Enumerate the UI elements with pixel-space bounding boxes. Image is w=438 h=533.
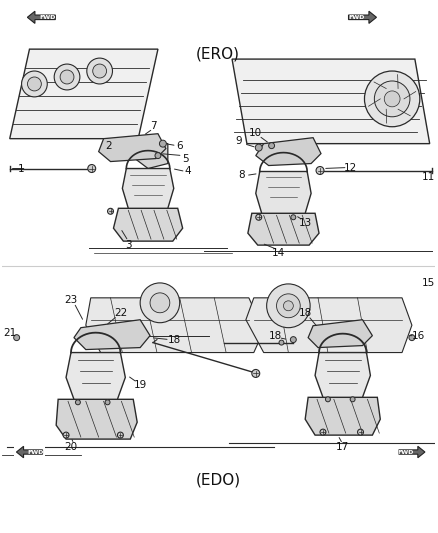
Polygon shape [99, 134, 166, 161]
Circle shape [320, 429, 326, 435]
Text: 11: 11 [422, 173, 435, 182]
Circle shape [384, 91, 400, 107]
Text: 18: 18 [299, 308, 312, 318]
Text: 2: 2 [105, 141, 112, 151]
Text: 1: 1 [18, 164, 25, 174]
Circle shape [75, 400, 81, 405]
Polygon shape [74, 320, 150, 350]
Text: 6: 6 [177, 141, 183, 151]
Circle shape [63, 432, 69, 438]
Circle shape [276, 294, 300, 318]
Circle shape [290, 337, 296, 343]
Text: 3: 3 [125, 240, 131, 250]
Polygon shape [349, 11, 377, 23]
Text: 14: 14 [272, 248, 285, 258]
Circle shape [267, 284, 310, 328]
Polygon shape [315, 352, 371, 397]
Text: 21: 21 [3, 328, 16, 337]
Circle shape [14, 335, 20, 341]
Circle shape [108, 208, 113, 214]
Polygon shape [399, 446, 425, 458]
Text: 20: 20 [64, 442, 78, 452]
Polygon shape [246, 298, 412, 352]
Circle shape [409, 335, 415, 341]
Polygon shape [113, 208, 183, 241]
Polygon shape [256, 172, 311, 213]
Text: 18: 18 [168, 335, 181, 345]
Circle shape [291, 215, 296, 220]
Bar [397, 445, 427, 459]
Circle shape [159, 140, 166, 147]
Circle shape [357, 429, 364, 435]
Polygon shape [305, 397, 380, 435]
Polygon shape [66, 352, 125, 399]
Circle shape [279, 340, 284, 345]
Text: 15: 15 [422, 278, 435, 288]
Circle shape [117, 432, 124, 438]
Text: 10: 10 [249, 128, 262, 138]
Circle shape [88, 165, 95, 173]
Circle shape [105, 400, 110, 405]
Circle shape [255, 144, 262, 151]
Polygon shape [232, 59, 430, 144]
Text: 16: 16 [412, 330, 425, 341]
Text: FWD: FWD [348, 15, 365, 20]
Circle shape [21, 71, 47, 97]
Circle shape [350, 397, 355, 402]
Bar [25, 10, 57, 25]
Text: 8: 8 [239, 171, 245, 181]
Circle shape [374, 81, 410, 117]
Polygon shape [86, 298, 264, 352]
Text: 23: 23 [64, 295, 78, 305]
Circle shape [256, 214, 261, 220]
Circle shape [325, 397, 330, 402]
Text: 12: 12 [344, 163, 357, 173]
Circle shape [140, 283, 180, 322]
Polygon shape [10, 49, 158, 139]
Text: 5: 5 [182, 154, 189, 164]
Text: 7: 7 [150, 121, 156, 131]
Circle shape [60, 70, 74, 84]
Polygon shape [308, 320, 372, 348]
Bar [14, 445, 45, 459]
Text: 9: 9 [236, 136, 242, 146]
Text: 13: 13 [299, 218, 312, 228]
Circle shape [316, 166, 324, 174]
Text: FWD: FWD [27, 449, 44, 455]
Text: (ERO): (ERO) [196, 46, 240, 62]
Circle shape [252, 369, 260, 377]
Text: 4: 4 [184, 166, 191, 176]
Circle shape [364, 71, 420, 127]
Circle shape [93, 64, 106, 78]
Text: FWD: FWD [398, 449, 414, 455]
Text: FWD: FWD [39, 15, 56, 20]
Polygon shape [122, 168, 174, 208]
Polygon shape [256, 138, 321, 166]
Polygon shape [128, 139, 168, 168]
Text: 22: 22 [114, 308, 127, 318]
Polygon shape [27, 11, 55, 23]
Text: 17: 17 [336, 442, 350, 452]
Circle shape [155, 152, 161, 158]
Polygon shape [56, 399, 137, 439]
Polygon shape [17, 446, 42, 458]
Polygon shape [248, 213, 319, 245]
Circle shape [87, 58, 113, 84]
Circle shape [268, 143, 275, 149]
Bar [346, 10, 378, 25]
Text: 18: 18 [269, 330, 282, 341]
Text: (EDO): (EDO) [196, 472, 241, 487]
Circle shape [283, 301, 293, 311]
Circle shape [54, 64, 80, 90]
Text: 19: 19 [134, 381, 147, 390]
Circle shape [28, 77, 41, 91]
Circle shape [150, 293, 170, 313]
